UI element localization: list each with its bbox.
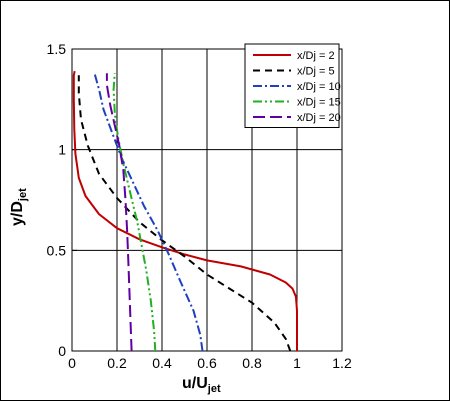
x-tick-label: 0.4 xyxy=(152,355,172,371)
y-tick-label: 0 xyxy=(58,343,66,359)
x-tick-label: 1 xyxy=(293,355,301,371)
series-group xyxy=(72,70,298,352)
series-line-2 xyxy=(77,75,292,352)
x-tick-label: 1.2 xyxy=(332,355,352,371)
y-tick-label: 0.5 xyxy=(47,242,67,258)
x-axis-label-subscript: jet xyxy=(207,383,221,395)
legend-label-5: x/Dj = 20 xyxy=(297,112,341,124)
y-axis-label: y/Djet xyxy=(9,188,29,226)
ticks: 0 0.2 0.4 0.6 0.8 1 1.2 0 0.5 1 1.5 xyxy=(47,41,352,371)
y-tick-label: 1 xyxy=(58,142,66,158)
series-line-3 xyxy=(93,72,204,352)
legend-label-2: x/Dj = 5 xyxy=(297,66,335,78)
x-tick-label: 0.8 xyxy=(242,355,262,371)
y-tick-label: 1.5 xyxy=(47,41,67,57)
series-line-5 xyxy=(105,73,133,352)
x-tick-label: 0 xyxy=(68,355,76,371)
legend-label-3: x/Dj = 10 xyxy=(297,81,341,93)
series-line-4 xyxy=(112,73,157,352)
y-axis-label-subscript: jet xyxy=(17,188,29,202)
legend: x/Dj = 2 x/Dj = 5 x/Dj = 10 x/Dj = 15 x/Dj =… xyxy=(244,43,341,128)
x-axis-label-main: u/U xyxy=(182,375,208,392)
x-tick-label: 0.6 xyxy=(197,355,217,371)
x-tick-label: 0.2 xyxy=(107,355,127,371)
legend-label-4: x/Dj = 15 xyxy=(297,97,341,109)
y-axis-label-main: y/D xyxy=(9,201,26,226)
x-axis-title: u/Ujet xyxy=(182,375,221,395)
y-axis-title: y/Djet xyxy=(9,188,29,226)
x-axis-label: u/Ujet xyxy=(182,375,221,395)
legend-label-1: x/Dj = 2 xyxy=(297,50,335,62)
series-line-1 xyxy=(72,70,298,351)
